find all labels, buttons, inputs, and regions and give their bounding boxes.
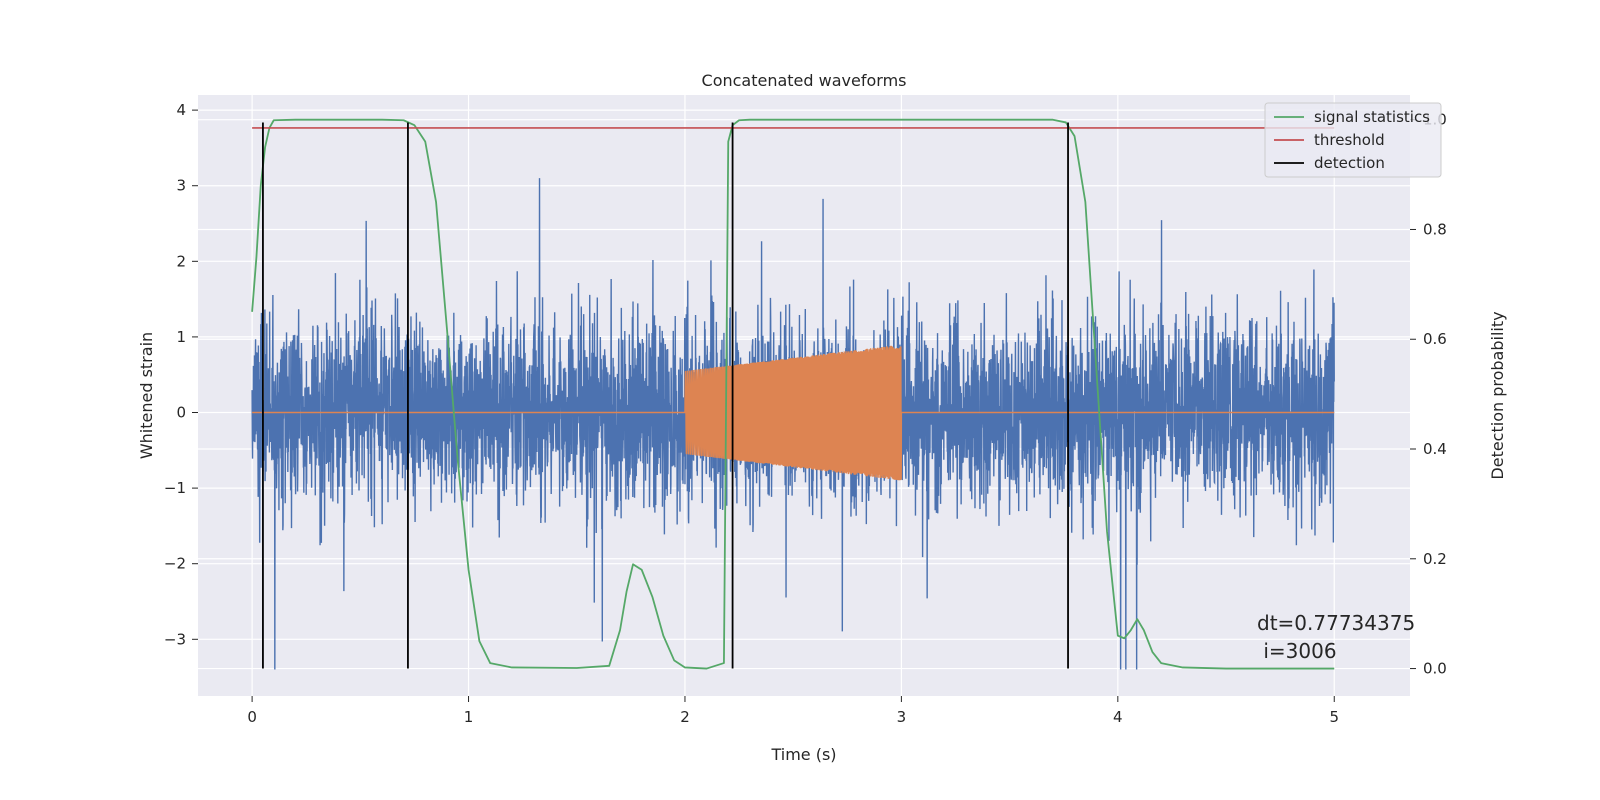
- series-layer: [251, 118, 1335, 670]
- x-tick-label: 2: [680, 708, 690, 726]
- chart-title: Concatenated waveforms: [702, 71, 907, 90]
- y-tick-label-left: 4: [176, 101, 186, 119]
- y-axis-label-right: Detection probability: [1488, 311, 1507, 479]
- x-tick-label: 3: [897, 708, 907, 726]
- y-tick-label-left: 0: [176, 404, 186, 422]
- y-tick-label-left: 3: [176, 177, 186, 195]
- x-tick-label: 0: [247, 708, 257, 726]
- y-tick-label-left: 1: [176, 328, 186, 346]
- y-tick-label-left: 2: [176, 252, 186, 270]
- legend-label: threshold: [1314, 131, 1385, 149]
- y-axis-label-left: Whitened strain: [137, 332, 156, 459]
- y-tick-label-right: 0.2: [1423, 550, 1447, 568]
- x-tick-label: 1: [464, 708, 474, 726]
- legend-frame: [1264, 102, 1442, 178]
- y-tick-label-left: −3: [164, 630, 186, 648]
- legend-label: signal statistics: [1314, 108, 1430, 126]
- x-axis-label: Time (s): [770, 745, 836, 764]
- y-tick-label-right: 0.4: [1423, 440, 1447, 458]
- legend-label: detection: [1314, 154, 1385, 172]
- y-tick-label-left: −1: [164, 479, 186, 497]
- plot-series-group: [251, 118, 1335, 670]
- annotation-i: i=3006: [1257, 639, 1337, 663]
- x-tick-label: 5: [1329, 708, 1339, 726]
- annotation: dt=0.77734375 i=3006: [1257, 611, 1415, 663]
- annotation-dt: dt=0.77734375: [1257, 611, 1415, 635]
- series-signal-statistics-line: [251, 118, 1335, 670]
- series-strain-line: [251, 178, 1335, 670]
- y-tick-label-right: 0.0: [1423, 660, 1447, 678]
- y-tick-label-right: 0.6: [1423, 330, 1447, 348]
- legend: signal statistics threshold detection: [1264, 102, 1442, 178]
- y-tick-label-left: −2: [164, 555, 186, 573]
- y-tick-label-right: 0.8: [1423, 220, 1447, 238]
- series-injected-signal-line: [252, 345, 1335, 481]
- x-tick-label: 4: [1113, 708, 1123, 726]
